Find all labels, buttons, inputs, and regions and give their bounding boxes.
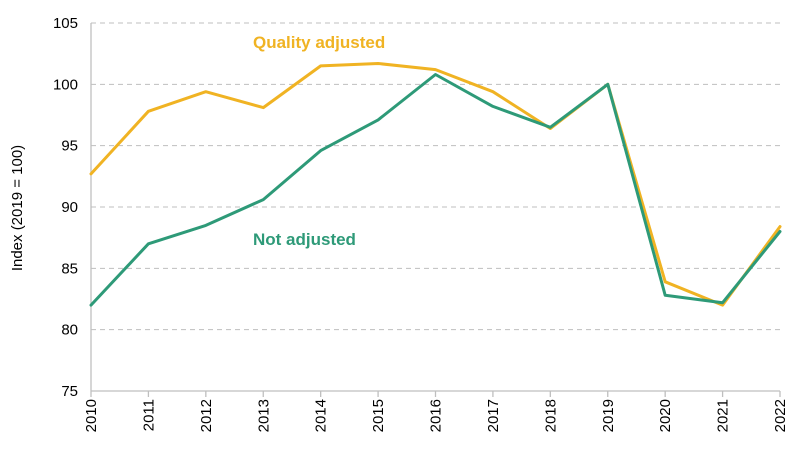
y-tick-label: 85: [61, 260, 78, 277]
y-tick-label: 105: [53, 15, 78, 32]
x-tick-label: 2014: [313, 399, 330, 432]
axes: [90, 23, 780, 392]
y-tick-label: 90: [61, 199, 78, 216]
series-label-quality-adjusted: Quality adjusted: [253, 33, 385, 52]
x-tick-label: 2011: [140, 399, 157, 431]
x-tick-label: 2018: [542, 399, 559, 432]
x-tick-label: 2019: [600, 399, 617, 432]
x-tick-label: 2016: [428, 399, 445, 432]
series-lines: [89, 62, 782, 307]
x-tick-label: 2021: [715, 399, 732, 432]
gridlines: [91, 22, 780, 331]
x-tick-label: 2015: [370, 399, 387, 432]
y-axis-title: Index (2019 = 100): [9, 145, 26, 271]
series-line-quality-adjusted: [89, 62, 782, 307]
x-axis-ticks: 2010 2011 2012 2013 2014 2015 2016 2017 2018 2019…: [83, 391, 789, 432]
x-tick-label: 2017: [485, 399, 502, 432]
y-tick-label: 75: [61, 383, 78, 400]
y-tick-label: 100: [53, 76, 78, 93]
series-label-not-adjusted: Not adjusted: [253, 230, 356, 249]
y-axis-ticks: 75 80 85 90 95 100 105: [53, 15, 78, 400]
x-tick-label: 2020: [657, 399, 674, 432]
series-line-not-adjusted: [89, 73, 782, 307]
x-tick-label: 2022: [772, 399, 789, 432]
y-tick-label: 95: [61, 138, 78, 155]
x-tick-label: 2010: [83, 399, 100, 432]
x-tick-label: 2013: [255, 399, 272, 432]
y-tick-label: 80: [61, 322, 78, 339]
x-tick-label: 2012: [198, 399, 215, 432]
